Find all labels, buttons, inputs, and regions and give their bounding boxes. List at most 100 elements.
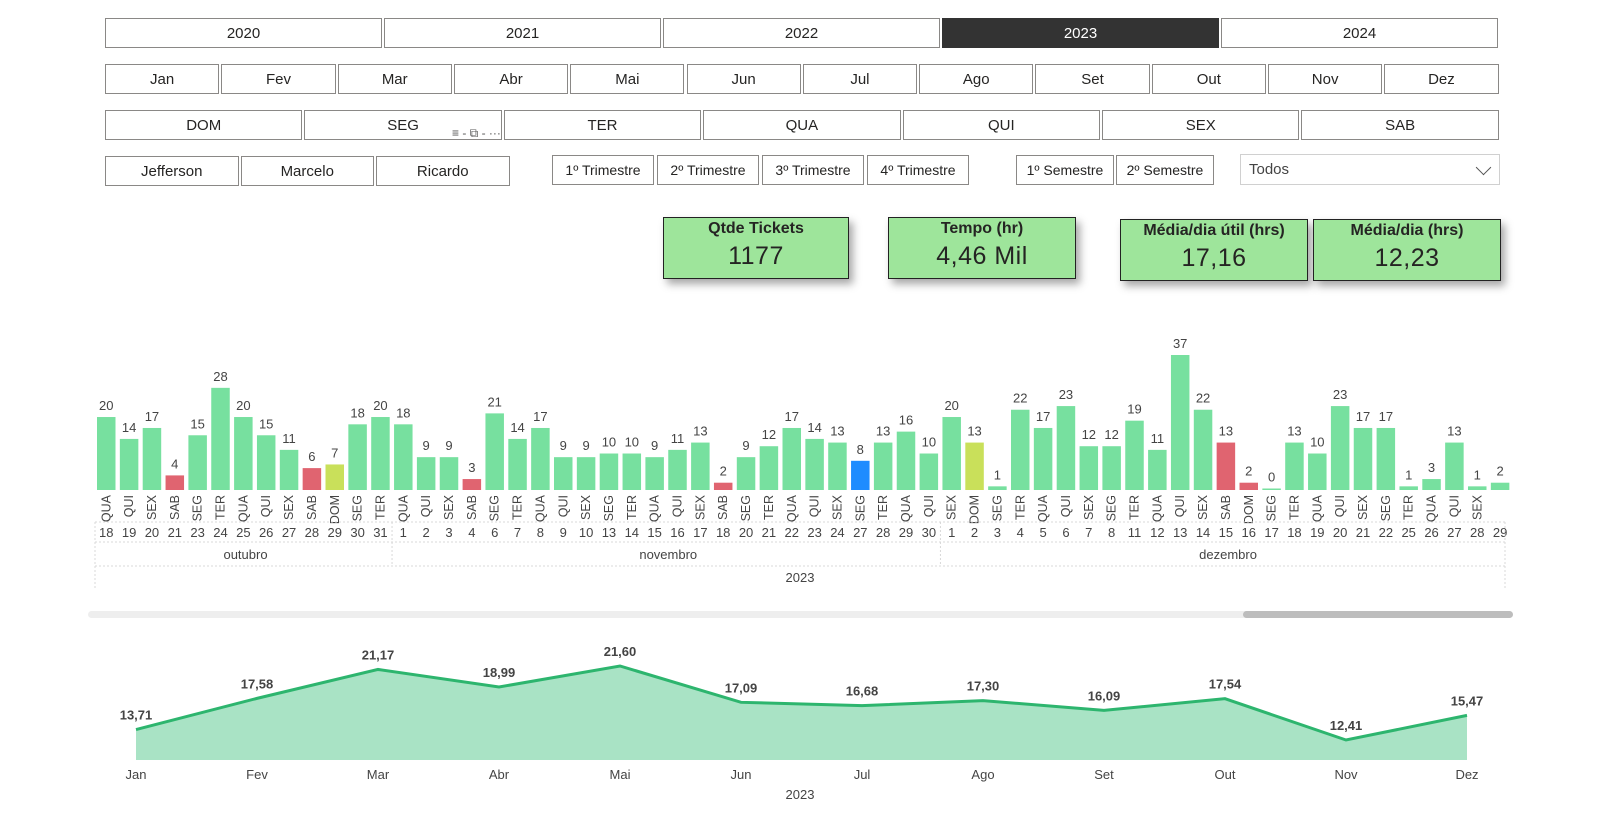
month-button-set[interactable]: Set: [1035, 64, 1150, 94]
month-button-mar[interactable]: Mar: [337, 64, 452, 94]
date-tick-label: 3: [994, 525, 1001, 540]
month-button-ago[interactable]: Ago: [919, 64, 1034, 94]
month-button-jan[interactable]: Jan: [105, 64, 220, 94]
bar: [622, 453, 642, 490]
person-button-ricardo[interactable]: Ricardo: [376, 156, 510, 186]
date-tick-label: 17: [1264, 525, 1278, 540]
bar-value-label: 1: [994, 467, 1001, 482]
bar-value-label: 13: [1287, 424, 1301, 439]
bar: [1308, 453, 1327, 490]
date-tick-label: 15: [1219, 525, 1233, 540]
bar: [371, 417, 390, 490]
bar-value-label: 13: [693, 424, 707, 439]
year-button-2022[interactable]: 2022: [663, 18, 940, 48]
bar: [1193, 409, 1213, 490]
quarter-button-2[interactable]: 2º Trimestre: [657, 155, 759, 185]
weekday-tick-label: QUI: [1059, 495, 1073, 517]
weekday-tick-label: SEG: [853, 495, 867, 521]
bar-value-label: 9: [423, 438, 430, 453]
bar-value-label: 2: [720, 464, 727, 479]
bar: [1216, 442, 1236, 490]
date-tick-label: 30: [922, 525, 936, 540]
weekday-button-sex[interactable]: SEX: [1102, 110, 1300, 140]
date-tick-label: 5: [1039, 525, 1046, 540]
bar: [691, 442, 710, 490]
weekday-button-seg[interactable]: SEG: [304, 110, 502, 140]
bar: [554, 457, 573, 490]
date-tick-label: 24: [213, 525, 227, 540]
weekday-tick-label: QUA: [533, 494, 547, 522]
semester-button-2[interactable]: 2º Semestre: [1116, 155, 1214, 185]
weekday-button-qui[interactable]: QUI: [902, 110, 1100, 140]
visual-header-icons[interactable]: ≡ ‐ ⧉ ‐ ···: [452, 126, 501, 140]
data-label: 15,47: [1451, 693, 1484, 708]
month-button-fev[interactable]: Fev: [221, 64, 336, 94]
date-tick-label: 21: [762, 525, 776, 540]
weekday-tick-label: SEX: [1470, 494, 1484, 520]
weekday-tick-label: TER: [1402, 495, 1416, 520]
weekday-tick-label: SEG: [1105, 495, 1119, 521]
bar-value-label: 13: [876, 424, 890, 439]
dropdown-value: Todos: [1249, 161, 1290, 178]
weekday-button-dom[interactable]: DOM: [105, 110, 303, 140]
weekday-tick-label: SEG: [1379, 495, 1393, 521]
quarter-button-3[interactable]: 3º Trimestre: [762, 155, 864, 185]
month-button-jul[interactable]: Jul: [802, 64, 918, 94]
date-tick-label: 19: [122, 525, 136, 540]
data-label: 17,09: [725, 680, 758, 695]
month-button-mai[interactable]: Mai: [570, 64, 685, 94]
bar: [1125, 420, 1144, 490]
person-button-jefferson[interactable]: Jefferson: [105, 156, 239, 186]
semester-button-1[interactable]: 1º Semestre: [1016, 155, 1114, 185]
bar: [965, 442, 984, 490]
bar: [759, 446, 779, 490]
weekday-tick-label: SEX: [145, 494, 159, 520]
date-tick-label: 29: [1493, 525, 1507, 540]
quarter-button-4[interactable]: 4º Trimestre: [867, 155, 969, 185]
horizontal-scrollbar-thumb[interactable]: [1243, 611, 1513, 618]
quarter-button-1[interactable]: 1º Trimestre: [552, 155, 654, 185]
year-button-2023[interactable]: 2023: [942, 18, 1219, 48]
month-button-nov[interactable]: Nov: [1268, 64, 1383, 94]
bar-value-label: 14: [807, 420, 821, 435]
bar: [234, 417, 253, 490]
date-tick-label: 28: [305, 525, 319, 540]
weekday-button-ter[interactable]: TER: [503, 110, 702, 140]
weekday-tick-label: QUI: [808, 495, 822, 517]
bar: [942, 417, 961, 490]
bar: [1262, 488, 1281, 490]
weekday-button-qua[interactable]: QUA: [703, 110, 901, 140]
date-tick-label: 14: [1196, 525, 1210, 540]
date-tick-label: 13: [1173, 525, 1187, 540]
kpi-title: Média/dia (hrs): [1350, 222, 1464, 239]
weekday-tick-label: SEG: [739, 495, 753, 521]
date-tick-label: 29: [328, 525, 342, 540]
year-button-2024[interactable]: 2024: [1221, 18, 1498, 48]
month-label: dezembro: [1199, 547, 1257, 562]
month-tick-label: Nov: [1334, 767, 1358, 782]
date-tick-label: 1: [400, 525, 407, 540]
year-button-2020[interactable]: 2020: [105, 18, 382, 48]
month-button-abr[interactable]: Abr: [453, 64, 569, 94]
month-tick-label: Ago: [971, 767, 994, 782]
bar: [97, 417, 116, 490]
year-button-2021[interactable]: 2021: [384, 18, 661, 48]
date-tick-label: 18: [1287, 525, 1301, 540]
filter-dropdown[interactable]: Todos: [1240, 154, 1500, 185]
data-label: 16,09: [1088, 688, 1121, 703]
date-tick-label: 21: [168, 525, 182, 540]
bar: [439, 457, 459, 490]
month-tick-label: Out: [1215, 767, 1236, 782]
date-tick-label: 28: [876, 525, 890, 540]
daily-tickets-bar-chart: 20QUA1814QUI1917SEX204SAB2115SEG2328TER2…: [88, 336, 1513, 618]
month-button-jun[interactable]: Jun: [686, 64, 801, 94]
person-button-marcelo[interactable]: Marcelo: [240, 156, 374, 186]
month-button-dez[interactable]: Dez: [1384, 64, 1499, 94]
horizontal-scrollbar-track: [88, 611, 1513, 618]
weekday-button-sab[interactable]: SAB: [1301, 110, 1499, 140]
date-tick-label: 4: [1017, 525, 1024, 540]
x-axis-title: 2023: [786, 787, 815, 802]
date-tick-label: 24: [830, 525, 844, 540]
data-label: 12,41: [1330, 718, 1363, 733]
month-button-out[interactable]: Out: [1151, 64, 1266, 94]
